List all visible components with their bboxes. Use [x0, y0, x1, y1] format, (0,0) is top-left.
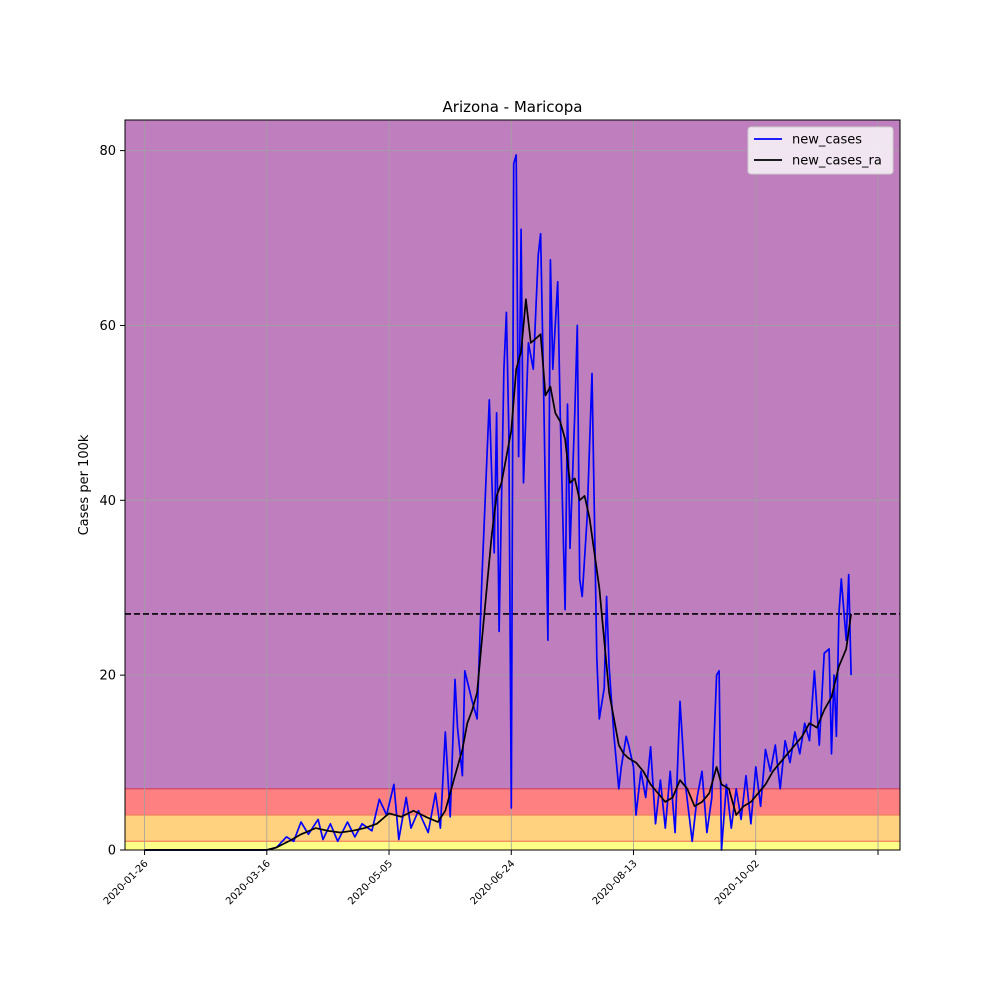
y-axis-label: Cases per 100k — [77, 434, 92, 535]
background-band-0 — [125, 841, 900, 850]
x-axis-ticks: 2020-01-26 2020-03-16 2020-05-05 2020-06-24… — [102, 850, 879, 907]
background-band-1 — [125, 815, 900, 842]
series-lines — [144, 154, 852, 851]
legend-label: new_cases_ra — [792, 154, 882, 169]
y-tick-label: 20 — [99, 669, 116, 684]
y-tick-label: 40 — [99, 494, 116, 509]
plot-frame — [124, 119, 901, 851]
background-band-2 — [125, 788, 900, 816]
x-tick-label: 2020-05-05 — [346, 858, 395, 907]
x-tick-label: 2020-10-02 — [713, 858, 762, 907]
x-tick-label: 2020-08-13 — [591, 858, 640, 907]
series-line-new_cases_ra — [144, 298, 852, 851]
y-tick-label: 80 — [99, 144, 116, 159]
x-tick-label: 2020-06-24 — [469, 858, 518, 907]
y-tick-label: 0 — [108, 844, 116, 859]
legend: new_cases new_cases_ra — [747, 126, 894, 175]
x-tick-label: 2020-01-26 — [102, 858, 151, 907]
legend-box — [747, 126, 894, 175]
chart-title: Arizona - Maricopa — [443, 98, 583, 116]
legend-label: new_cases — [792, 133, 862, 148]
x-tick-label: 2020-03-16 — [224, 858, 273, 907]
series-line-new_cases — [144, 154, 852, 851]
y-tick-label: 60 — [99, 319, 116, 334]
y-axis-ticks: 0 20 40 60 80 — [99, 144, 125, 859]
